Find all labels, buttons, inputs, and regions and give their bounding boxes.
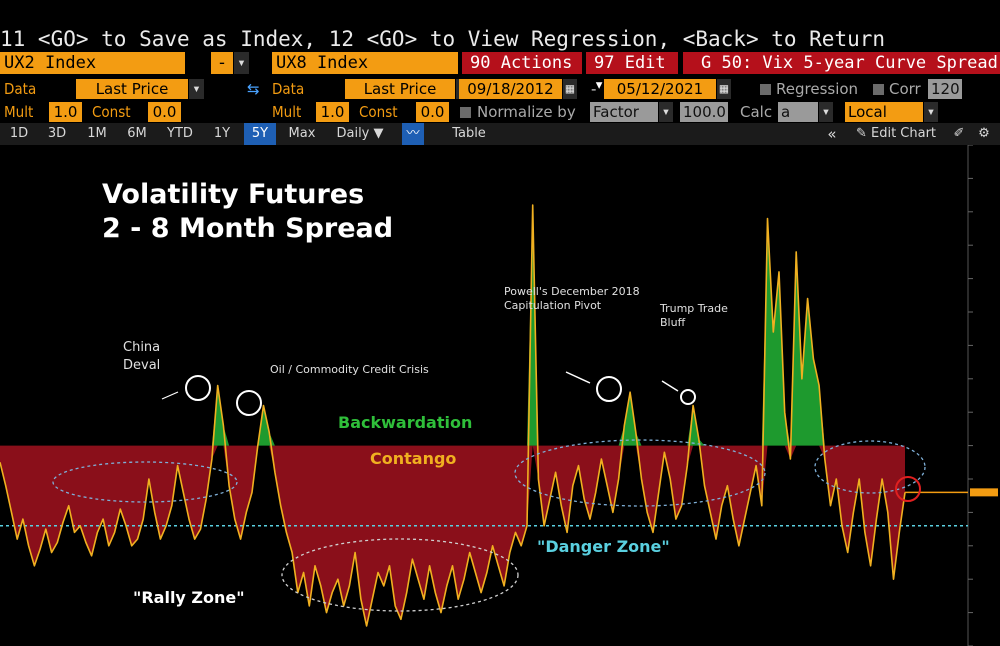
annotate-icon[interactable]: ✐ <box>953 126 965 141</box>
currency-select[interactable]: Local <box>845 102 923 122</box>
end-calendar-icon[interactable]: ▦ <box>717 79 731 99</box>
edit-dropdown-icon: ▾ <box>594 75 605 95</box>
operator-dropdown-icon[interactable]: ▾ <box>234 52 249 74</box>
regression-checkbox[interactable] <box>760 84 771 95</box>
end-date-field[interactable]: 05/12/2021 <box>604 79 716 99</box>
line-chart-icon[interactable]: 〰 <box>402 123 424 145</box>
edit-chart-button[interactable]: ✎ Edit Chart <box>850 123 942 145</box>
corr-label: Corr <box>889 80 921 98</box>
chart-toolbar: 1D 3D 1M 6M YTD 1Y 5Y Max Daily ▼ 〰 Tabl… <box>0 123 1000 145</box>
period-ytd[interactable]: YTD <box>167 126 193 141</box>
right-axis-ticks <box>968 145 973 646</box>
normalize-select[interactable]: Factor <box>590 102 658 122</box>
spread-chart: Volatility Futures 2 - 8 Month Spread Chi… <box>0 145 1000 646</box>
last-price-tag <box>970 488 998 497</box>
currency-dropdown-icon[interactable]: ▾ <box>924 102 938 122</box>
contango-ellipse-2 <box>514 439 766 507</box>
start-calendar-icon[interactable]: ▦ <box>563 79 577 99</box>
chart-title: Volatility Futures 2 - 8 Month Spread <box>102 179 393 244</box>
data-dropdown-icon-1[interactable]: ▾ <box>189 79 204 99</box>
const-field-2[interactable]: 0.0 <box>416 102 449 122</box>
collapse-icon[interactable]: « <box>827 125 837 143</box>
security1-field[interactable]: UX2 Index <box>0 52 185 74</box>
data-label-1: Data <box>4 80 37 98</box>
powell-pivot-annotation: Powell's December 2018 Capitulation Pivot <box>504 285 640 312</box>
backwardation-label: Backwardation <box>338 413 472 432</box>
table-button[interactable]: Table <box>452 126 486 141</box>
normalize-checkbox[interactable] <box>460 107 471 118</box>
calc-dropdown-icon[interactable]: ▾ <box>819 102 833 122</box>
period-5y[interactable]: 5Y <box>244 123 276 145</box>
mult-label-2: Mult <box>272 103 302 121</box>
factor-field[interactable]: 100.0 <box>680 102 728 122</box>
date-range-dash: - <box>591 80 597 98</box>
trump-arrow-icon <box>661 380 679 392</box>
actions-label: 90 Actions <box>470 53 573 73</box>
security-row: UX2 Index - ▾ UX8 Index 90 Actions ▾ 97 … <box>0 52 1000 95</box>
period-max[interactable]: Max <box>288 126 316 141</box>
rally-zone-ellipse <box>281 538 519 612</box>
data-select-1[interactable]: Last Price <box>76 79 188 99</box>
actions-button[interactable]: 90 Actions ▾ <box>462 52 582 95</box>
data-select-2[interactable]: Last Price <box>345 79 455 99</box>
const-label-2: Const <box>359 103 398 121</box>
data-label-2: Data <box>272 80 305 98</box>
china-deval-circle-2 <box>236 390 262 416</box>
trump-bluff-circle <box>680 389 696 405</box>
china-arrow-icon <box>161 391 179 400</box>
powell-arrow-icon <box>565 371 591 384</box>
contango-ellipse-1 <box>52 461 238 503</box>
trump-bluff-annotation: Trump Trade Bluff <box>659 302 728 329</box>
contango-area <box>0 445 905 626</box>
period-1y[interactable]: 1Y <box>213 126 231 141</box>
operator-field[interactable]: - <box>211 52 233 74</box>
edit-button[interactable]: 97 Edit ▾ <box>586 52 678 95</box>
normalize-dropdown-icon[interactable]: ▾ <box>659 102 673 122</box>
mult-field-2[interactable]: 1.0 <box>316 102 349 122</box>
pencil-icon: ✎ <box>855 126 867 141</box>
edit-label: 97 Edit <box>594 53 666 73</box>
period-3d[interactable]: 3D <box>47 126 67 141</box>
const-field-1[interactable]: 0.0 <box>148 102 181 122</box>
current-value-circle <box>895 476 921 502</box>
calc-label: Calc <box>740 103 773 121</box>
corr-checkbox[interactable] <box>873 84 884 95</box>
mult-field-1[interactable]: 1.0 <box>49 102 82 122</box>
frequency-select[interactable]: Daily ▼ <box>336 126 384 141</box>
period-1d[interactable]: 1D <box>9 126 29 141</box>
regression-label: Regression <box>776 80 859 98</box>
contango-ellipse-3 <box>814 440 926 494</box>
security2-field[interactable]: UX8 Index <box>272 52 458 74</box>
backwardation-area <box>0 205 905 446</box>
rally-zone-label: "Rally Zone" <box>133 588 245 607</box>
edit-chart-label: Edit Chart <box>871 126 937 141</box>
contango-label: Contango <box>370 449 456 468</box>
china-deval-annotation: China Deval <box>123 340 160 373</box>
mult-label-1: Mult <box>4 103 34 121</box>
corr-value-field[interactable]: 120 <box>928 79 962 99</box>
danger-zone-label: "Danger Zone" <box>537 537 670 556</box>
powell-pivot-circle <box>596 376 622 402</box>
period-6m[interactable]: 6M <box>127 126 147 141</box>
period-1m[interactable]: 1M <box>87 126 107 141</box>
chart-title-bar: G 50: Vix 5-year Curve Spread <box>683 52 1000 74</box>
china-deval-circle-1 <box>185 375 211 401</box>
spread-line <box>0 204 906 627</box>
calc-select[interactable]: a <box>778 102 818 122</box>
command-line: 11 <GO> to Save as Index, 12 <GO> to Vie… <box>0 27 886 51</box>
oil-crisis-annotation: Oil / Commodity Credit Crisis <box>270 363 429 376</box>
normalize-label: Normalize by <box>477 103 576 121</box>
const-label-1: Const <box>92 103 131 121</box>
swap-icon[interactable]: ⇆ <box>247 80 260 98</box>
start-date-field[interactable]: 09/18/2012 <box>459 79 562 99</box>
gear-icon[interactable]: ⚙ <box>978 126 990 141</box>
